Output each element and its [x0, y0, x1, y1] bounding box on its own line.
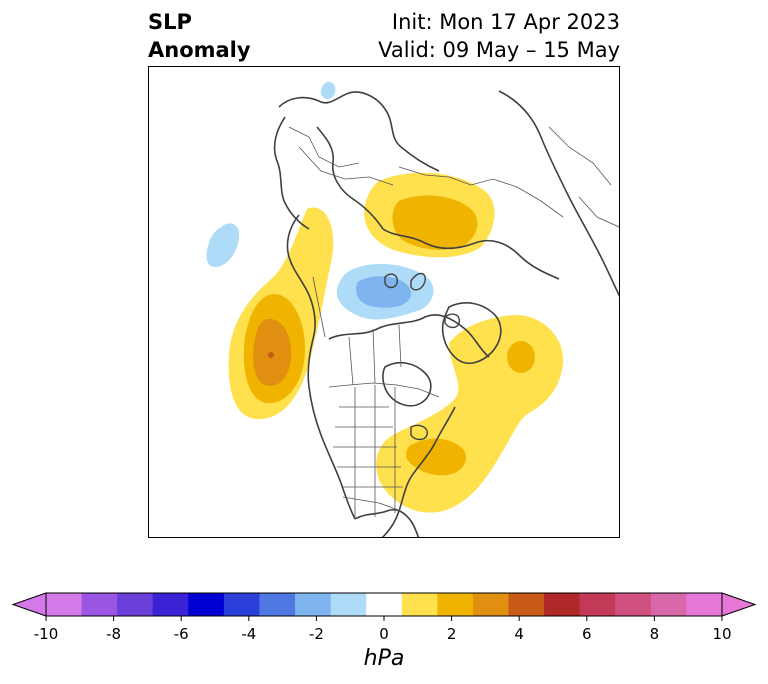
map-panel	[148, 66, 620, 538]
colorbar-tick-label: 2	[446, 625, 457, 643]
colorbar-cell	[259, 593, 296, 616]
border-us-states-1	[333, 406, 403, 488]
colorbar-cell	[615, 593, 652, 616]
colorbar-tick-label: 8	[649, 625, 660, 643]
anomaly-map	[206, 81, 619, 537]
positive-anomaly-atlantic-inner	[507, 341, 535, 373]
colorbar-over-triangle	[721, 592, 757, 617]
colorbar-under-triangle	[11, 592, 47, 617]
colorbar-cell	[544, 593, 581, 616]
coastline-gulf-mexico	[354, 508, 420, 537]
island-canadian-archipelago	[444, 313, 460, 329]
border-canada-usa	[328, 382, 440, 398]
great-lakes	[410, 424, 428, 441]
anomaly-shading	[206, 81, 564, 513]
colorbar-tick-label: 10	[712, 625, 732, 643]
coastline-europe-north	[278, 91, 440, 172]
coastline-russia-arctic	[382, 228, 560, 280]
islands-lakes	[384, 272, 460, 441]
island-novaya-zemlya	[410, 272, 426, 291]
border-mexico	[342, 496, 402, 512]
colorbar-cell	[650, 593, 687, 616]
colorbar-cell	[508, 593, 545, 616]
colorbar-cell	[223, 593, 260, 616]
border-russia-china	[448, 176, 564, 218]
coastline-alaska	[286, 214, 316, 340]
coastline-hudson-bay	[382, 361, 432, 407]
colorbar-cell	[152, 593, 189, 616]
border-russia-kazakhstan	[398, 166, 450, 178]
colorbar-cell	[686, 593, 723, 616]
border-asia-1	[548, 126, 612, 186]
colorbar-cells	[46, 593, 723, 616]
valid-range-label: Valid: 09 May – 15 May	[378, 38, 620, 62]
coastline-scandinavia	[316, 126, 384, 230]
colorbar-cell	[366, 593, 403, 616]
colorbar-tick-label: 6	[582, 625, 592, 643]
colorbar-cell	[437, 593, 474, 616]
border-asia-2	[578, 196, 619, 228]
colorbar-cell	[188, 593, 225, 616]
colorbar-cell	[330, 593, 367, 616]
coastline-europe-west	[273, 116, 310, 230]
border-canada-alaska	[312, 276, 326, 338]
colorbar-cell	[117, 593, 154, 616]
colorbar-tick-label: 4	[514, 625, 524, 643]
colorbar-tick-label: -4	[241, 625, 257, 643]
colorbar-tick-label: -8	[106, 625, 122, 643]
coastline-greenland	[441, 302, 502, 365]
colorbar-cell	[401, 593, 438, 616]
positive-anomaly-west-coast-peak	[268, 352, 274, 358]
border-canada-provinces	[348, 324, 402, 386]
positive-anomaly-siberia-inner	[392, 195, 478, 250]
colorbar-units-label: hPa	[363, 646, 405, 671]
political-borders	[288, 126, 619, 519]
init-date-label: Init: Mon 17 Apr 2023	[391, 10, 620, 34]
colorbar-tick-label: 0	[379, 625, 389, 643]
border-europe-2	[298, 146, 394, 186]
border-us-states-2	[354, 385, 396, 519]
colorbar-tick-label: -10	[33, 625, 59, 643]
colorbar-cell	[295, 593, 332, 616]
positive-anomaly-east-coast-inner	[406, 438, 467, 476]
colorbar-cell	[81, 593, 118, 616]
colorbar-tick-label: -6	[173, 625, 189, 643]
colorbar-cell	[579, 593, 616, 616]
coastline-north-america-east	[381, 406, 456, 537]
border-europe-1	[288, 126, 360, 168]
colorbar	[11, 592, 757, 621]
positive-anomaly-atlantic	[376, 315, 564, 513]
negative-anomaly-scandinavia	[320, 81, 336, 100]
map-title-right: Init: Mon 17 Apr 2023 Valid: 09 May – 15…	[378, 8, 620, 64]
coastline-canada-arctic	[328, 314, 490, 358]
coastlines	[273, 90, 619, 537]
title-anomaly: Anomaly	[148, 38, 251, 62]
coastline-siberia-east	[498, 90, 619, 297]
negative-anomaly-pacific	[206, 223, 240, 267]
island-svalbard	[384, 273, 399, 289]
map-title-left: SLP Anomaly	[148, 8, 251, 64]
colorbar-cell	[46, 593, 83, 616]
title-slp: SLP	[148, 10, 192, 34]
coastline-north-america-west	[307, 338, 356, 520]
colorbar-tick-label: -2	[308, 625, 324, 643]
colorbar-cell	[472, 593, 510, 616]
colorbar-ticks	[45, 616, 723, 621]
